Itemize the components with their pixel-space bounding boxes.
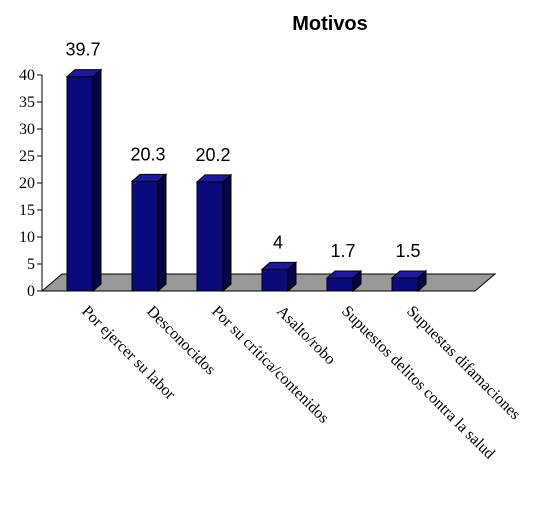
y-ticks: 0 5 10 15 20 25 30 35 40 xyxy=(19,67,42,300)
bar-side xyxy=(157,173,167,293)
bar-top xyxy=(65,69,103,78)
bar-front xyxy=(391,277,419,292)
y-tick-label: 40 xyxy=(19,67,35,84)
y-tick-label: 25 xyxy=(19,148,35,165)
bar-top xyxy=(130,173,168,182)
y-tick-label: 10 xyxy=(19,229,35,246)
bar xyxy=(65,68,103,293)
data-label: 20.3 xyxy=(130,144,165,164)
data-label: 20.2 xyxy=(195,145,230,165)
category-label: Supuestas difamaciones xyxy=(403,303,523,423)
y-tick-label: 0 xyxy=(27,283,35,300)
data-labels: 39.7 20.3 20.2 4 1.7 1.5 xyxy=(65,40,420,261)
y-tick-label: 35 xyxy=(19,94,35,111)
bar xyxy=(390,269,428,293)
bars xyxy=(65,68,428,293)
data-label: 1.5 xyxy=(395,241,420,261)
bar-top xyxy=(260,261,298,270)
data-label: 1.7 xyxy=(330,241,355,261)
y-tick-label: 15 xyxy=(19,202,35,219)
bar xyxy=(325,269,363,293)
bar-front xyxy=(131,180,159,292)
y-tick-label: 5 xyxy=(27,256,35,273)
bar-side xyxy=(222,173,232,293)
category-label: Asalto/robo xyxy=(273,303,338,368)
bar-top xyxy=(325,270,363,279)
bar xyxy=(195,173,233,293)
data-label: 4 xyxy=(273,232,283,252)
bar-front xyxy=(261,268,289,292)
data-label: 39.7 xyxy=(65,40,100,60)
bar-front xyxy=(196,181,224,292)
bar-front xyxy=(326,277,354,292)
bar xyxy=(260,261,298,293)
y-tick-label: 20 xyxy=(19,175,35,192)
y-tick-label: 30 xyxy=(19,121,35,138)
bar-front xyxy=(66,76,94,292)
chart-title: Motivos xyxy=(292,13,368,35)
bar-top xyxy=(195,174,233,183)
bar-top xyxy=(390,270,428,279)
bar-side xyxy=(92,68,102,293)
category-label: Por su crítica/contenidos xyxy=(208,303,332,427)
bar xyxy=(130,173,168,293)
